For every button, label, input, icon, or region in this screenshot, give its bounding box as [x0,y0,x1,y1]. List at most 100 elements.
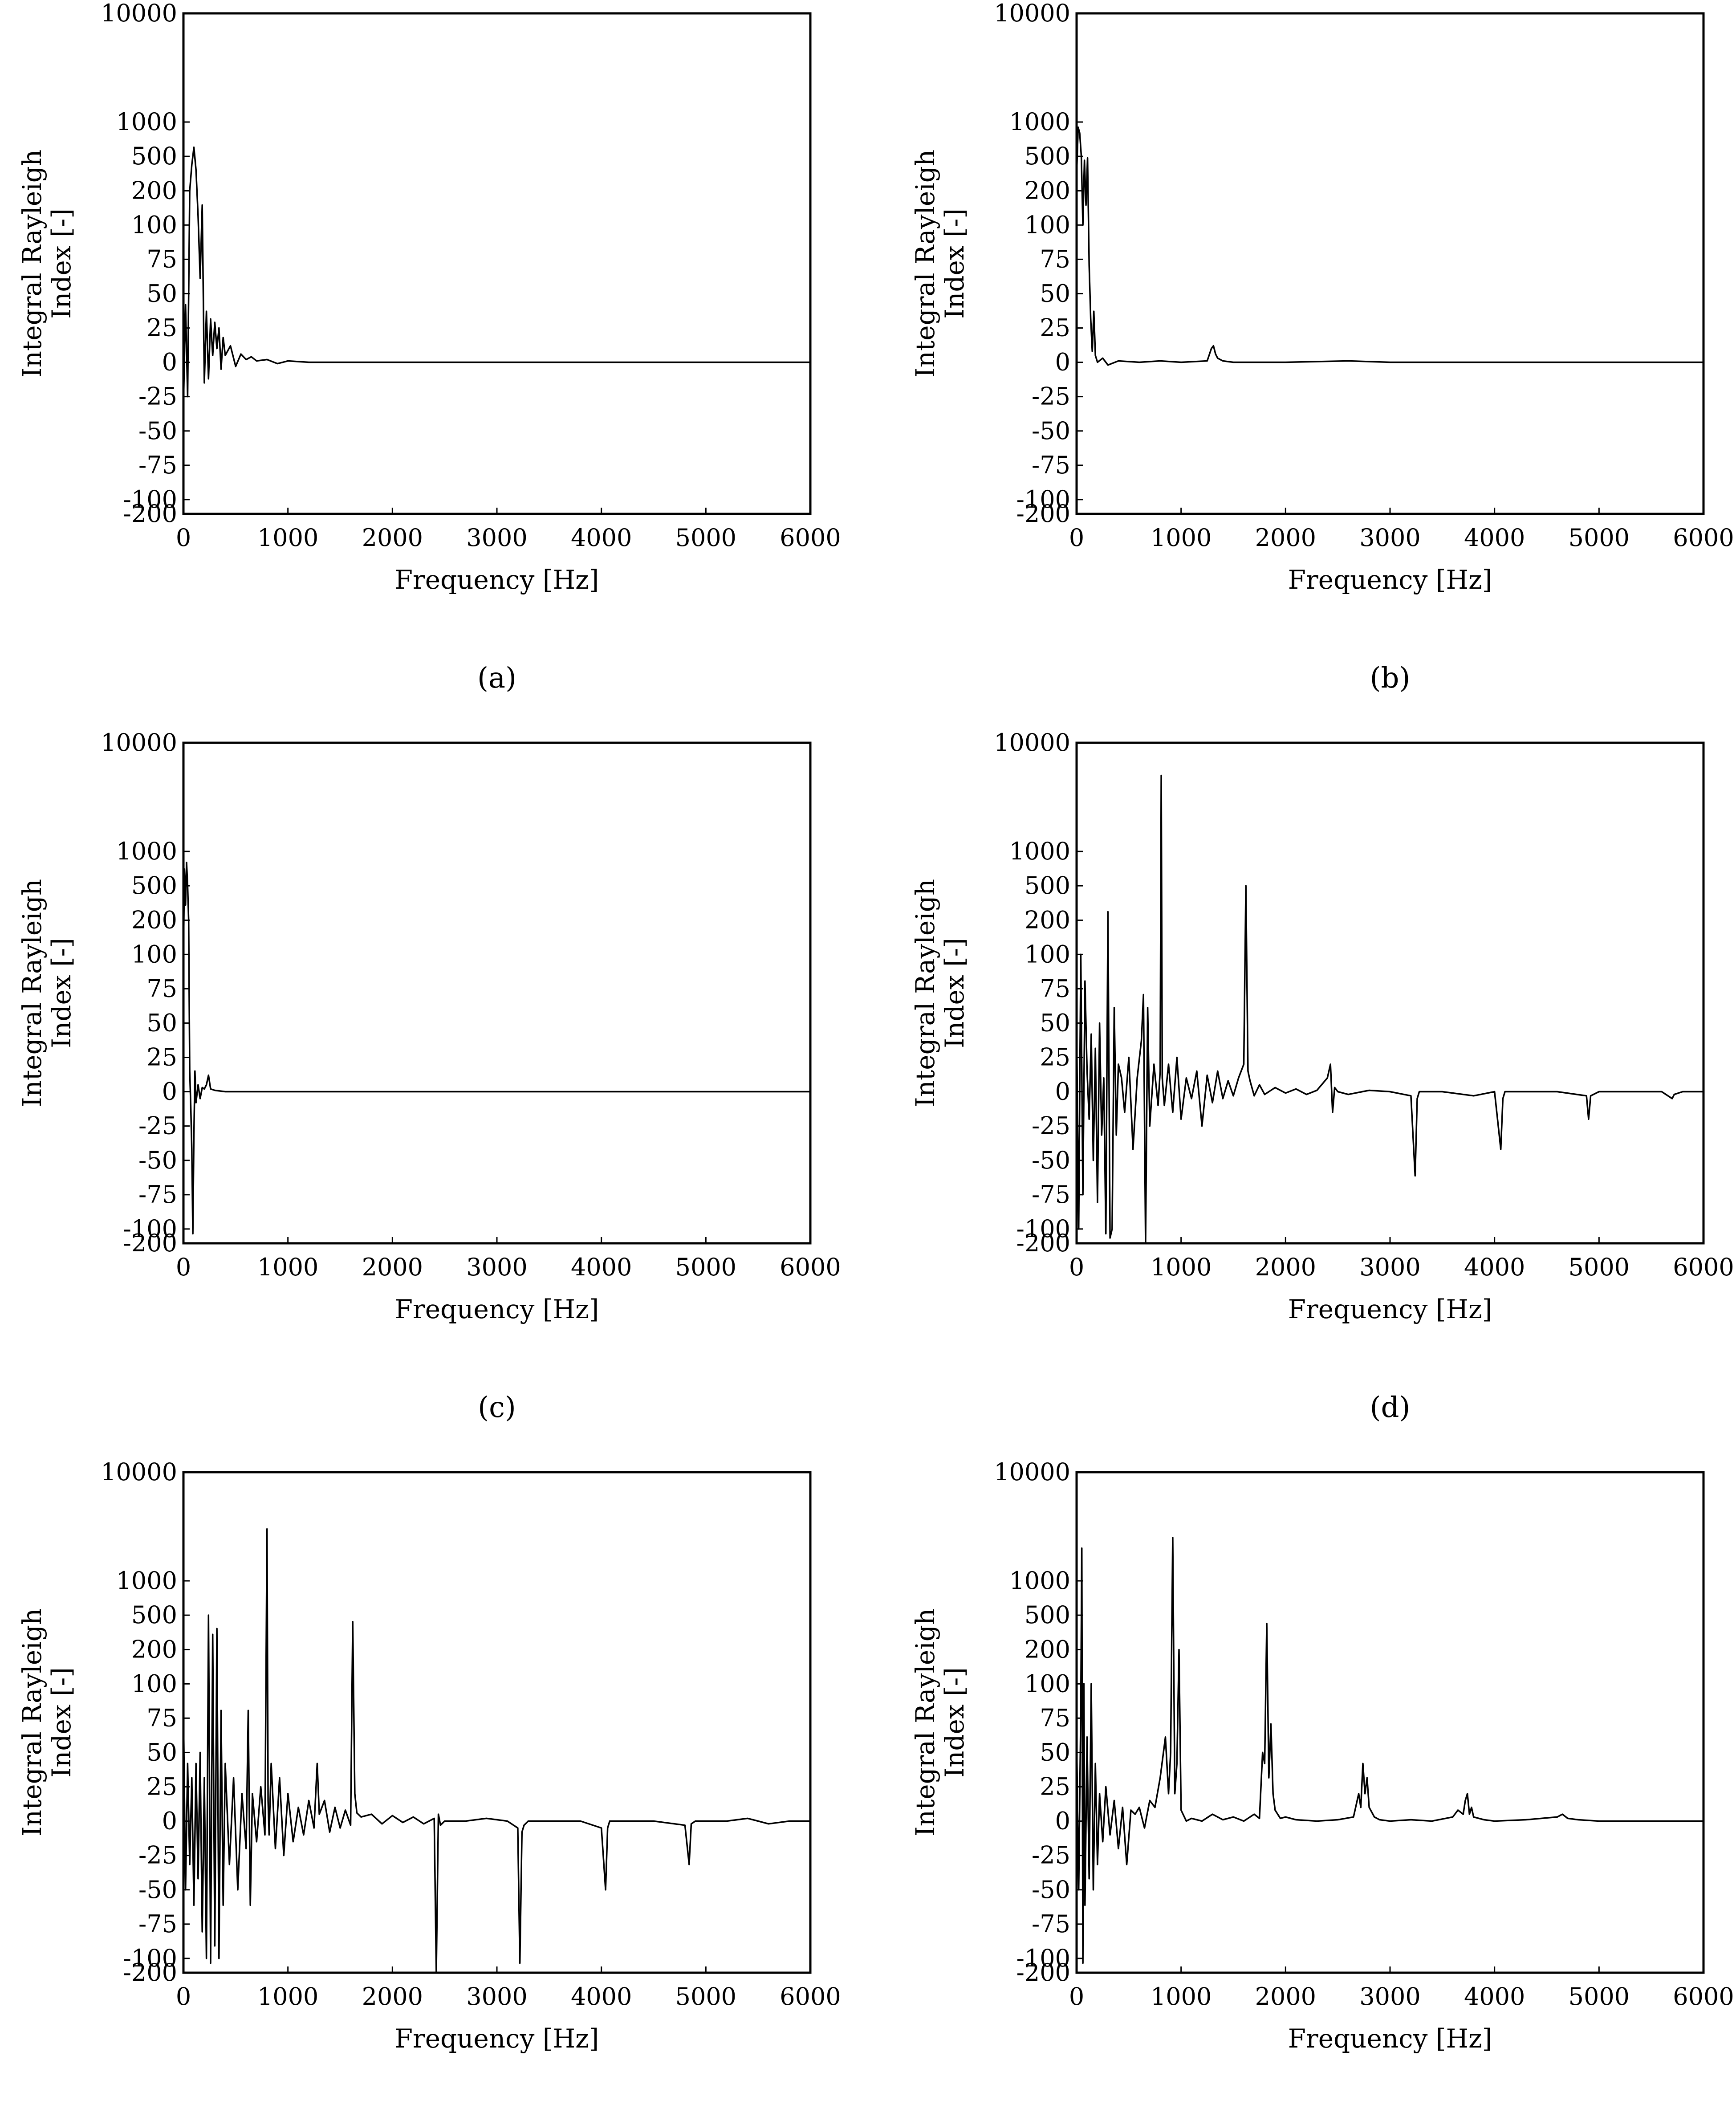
y-tick-label: 75 [1040,1704,1070,1732]
y-tick-label: 0 [162,1078,177,1106]
y-tick-label: 100 [1025,1669,1070,1698]
x-tick-label: 2000 [362,1253,423,1281]
plot-frame [182,1471,812,1974]
y-tick-label: 50 [146,1009,177,1037]
y-tick-label: 100 [131,1669,177,1698]
y-tick-label: -50 [1032,1146,1070,1174]
x-tick-label: 0 [176,524,191,552]
y-tick-label: -25 [138,383,177,411]
y-tick-label: 25 [146,314,177,342]
y-tick-label: 500 [131,1601,177,1629]
y-tick-label: 200 [1025,1635,1070,1663]
x-tick-label: 3000 [466,1983,527,2011]
y-tick-label: -25 [1032,383,1070,411]
x-tick-label: 5000 [675,1253,736,1281]
y-tick-label: 500 [1025,1601,1070,1629]
y-tick-label: -75 [138,1181,177,1209]
x-tick-label: 3000 [466,1253,527,1281]
chart-panel-d: 1000010005002001007550250-25-50-75-100-2… [910,729,1734,1424]
x-tick-label: 1000 [1151,1253,1212,1281]
y-tick-label: 200 [131,906,177,934]
data-series-line [1076,126,1703,366]
x-tick-label: 6000 [1673,524,1734,552]
y-tick-label: -100 [123,485,177,513]
y-tick-label: -200 [1016,1958,1070,1987]
x-tick-label: 2000 [362,524,423,552]
x-tick-label: 4000 [571,524,632,552]
y-tick-label: 0 [162,348,177,376]
chart-panel-c: 1000010005002001007550250-25-50-75-100-2… [17,729,841,1424]
y-tick-label: 75 [146,1704,177,1732]
x-tick-label: 0 [1069,1983,1084,2011]
x-tick-label: 3000 [1359,1983,1420,2011]
x-axis-label: Frequency [Hz] [1288,565,1492,595]
y-axis-label: Integral RayleighIndex [-] [910,879,970,1107]
y-tick-label: -50 [1032,417,1070,445]
x-tick-label: 3000 [466,524,527,552]
x-axis-label: Frequency [Hz] [395,1294,599,1324]
y-tick-label: -100 [123,1215,177,1243]
y-tick-label: -200 [123,1958,177,1987]
y-tick-label: -25 [1032,1841,1070,1869]
y-tick-label: -200 [123,500,177,528]
y-tick-label: 50 [146,1738,177,1766]
y-tick-label: -100 [1016,1944,1070,1972]
y-tick-label: 100 [1025,211,1070,239]
x-tick-label: 1000 [257,1253,318,1281]
y-tick-label: 1000 [116,1567,177,1595]
x-tick-label: 2000 [1255,524,1316,552]
x-tick-label: 5000 [675,1983,736,2011]
y-tick-label: -50 [138,417,177,445]
y-axis-label-line: Integral Rayleigh [17,150,47,378]
y-tick-label: 75 [1040,974,1070,1002]
x-tick-label: 5000 [1569,524,1630,552]
y-tick-label: -75 [138,1910,177,1938]
y-tick-label: -50 [1032,1876,1070,1904]
y-tick-label: 0 [162,1807,177,1835]
x-tick-label: 6000 [780,1983,841,2011]
y-tick-label: -50 [138,1876,177,1904]
y-tick-label: -75 [1032,1181,1070,1209]
y-tick-label: 75 [1040,245,1070,273]
plot-frame [1075,12,1705,515]
y-tick-label: 200 [1025,176,1070,204]
panel-label: (c) [478,1391,516,1424]
x-tick-label: 4000 [571,1983,632,2011]
x-tick-label: 0 [1069,524,1084,552]
y-tick-label: 1000 [1009,1567,1070,1595]
x-tick-label: 1000 [257,1983,318,2011]
y-tick-label: -100 [1016,1215,1070,1243]
x-tick-label: 0 [176,1983,191,2011]
y-tick-label: 50 [1040,1738,1070,1766]
y-tick-label: 1000 [1009,837,1070,865]
y-axis-label-line: Index [-] [939,1667,970,1778]
y-axis-label-line: Integral Rayleigh [17,1608,47,1837]
y-tick-label: 500 [1025,871,1070,900]
x-tick-label: 0 [176,1253,191,1281]
y-axis-label: Integral RayleighIndex [-] [17,879,77,1107]
x-axis-label: Frequency [Hz] [395,565,599,595]
y-tick-label: 75 [146,974,177,1002]
y-axis-label-line: Index [-] [46,938,77,1048]
panel-label: (a) [477,662,516,695]
x-tick-label: 4000 [1464,1983,1525,2011]
x-axis-label: Frequency [Hz] [1288,2023,1492,2054]
y-tick-label: 10000 [994,1458,1070,1486]
data-series-line [183,1528,810,1974]
y-tick-label: 1000 [116,108,177,136]
data-series-line [1076,1537,1703,1964]
y-tick-label: 500 [1025,142,1070,170]
y-tick-label: -100 [1016,485,1070,513]
y-tick-label: 500 [131,142,177,170]
x-tick-label: 3000 [1359,1253,1420,1281]
y-tick-label: 50 [146,279,177,307]
y-tick-label: -200 [1016,500,1070,528]
y-tick-label: 1000 [1009,108,1070,136]
y-tick-label: 0 [1055,348,1070,376]
x-tick-label: 2000 [1255,1983,1316,2011]
y-tick-label: -50 [138,1146,177,1174]
y-tick-label: 25 [146,1043,177,1071]
plot-frame [1075,741,1705,1245]
y-tick-label: 100 [131,211,177,239]
